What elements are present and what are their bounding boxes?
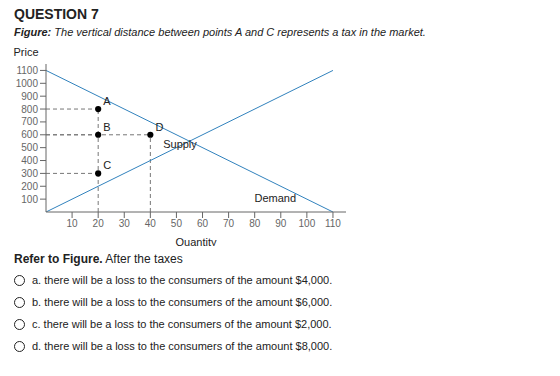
- svg-text:900: 900: [21, 91, 38, 102]
- svg-text:1000: 1000: [16, 78, 39, 89]
- svg-text:1100: 1100: [16, 65, 38, 76]
- svg-text:20: 20: [93, 218, 105, 229]
- html-text:a. there will be a loss to the: a. there will be a loss to the consumers…: [32, 274, 333, 286]
- svg-text:C: C: [103, 159, 111, 171]
- html-text:QUESTION 7: QUESTION 7: [14, 6, 99, 22]
- svg-text:40: 40: [145, 218, 157, 229]
- html-text:b. there will be a loss to the: b. there will be a loss to the consumers…: [32, 296, 333, 308]
- svg-text:400: 400: [21, 155, 38, 166]
- svg-text:B: B: [103, 121, 110, 133]
- svg-text:100: 100: [299, 218, 316, 229]
- html-text:Refer to Figure. After the tax: Refer to Figure. After the taxes: [14, 252, 183, 266]
- svg-text:80: 80: [249, 218, 261, 229]
- html-text:c. there will be a loss to the: c. there will be a loss to the consumers…: [32, 318, 332, 330]
- svg-text:60: 60: [197, 218, 209, 229]
- svg-text:10: 10: [67, 218, 79, 229]
- svg-text:70: 70: [223, 218, 235, 229]
- html-text:Figure: The vertical distance: Figure: The vertical distance between po…: [14, 26, 426, 38]
- svg-text:700: 700: [21, 116, 38, 127]
- svg-text:800: 800: [21, 104, 38, 115]
- svg-text:600: 600: [21, 129, 38, 140]
- svg-text:90: 90: [275, 218, 287, 229]
- html-text:d. there will be a loss to the: d. there will be a loss to the consumers…: [32, 340, 333, 352]
- svg-text:100: 100: [21, 194, 38, 205]
- svg-text:500: 500: [21, 142, 38, 153]
- svg-text:110: 110: [325, 218, 341, 229]
- svg-text:D: D: [155, 121, 163, 133]
- svg-text:Quantity: Quantity: [176, 236, 217, 246]
- svg-text:Price: Price: [13, 46, 38, 58]
- svg-text:300: 300: [21, 168, 38, 179]
- svg-text:30: 30: [119, 218, 131, 229]
- svg-text:Demand: Demand: [254, 192, 296, 204]
- svg-text:Supply: Supply: [163, 138, 197, 150]
- svg-text:200: 200: [21, 181, 38, 192]
- svg-text:50: 50: [171, 218, 183, 229]
- svg-text:A: A: [103, 95, 111, 107]
